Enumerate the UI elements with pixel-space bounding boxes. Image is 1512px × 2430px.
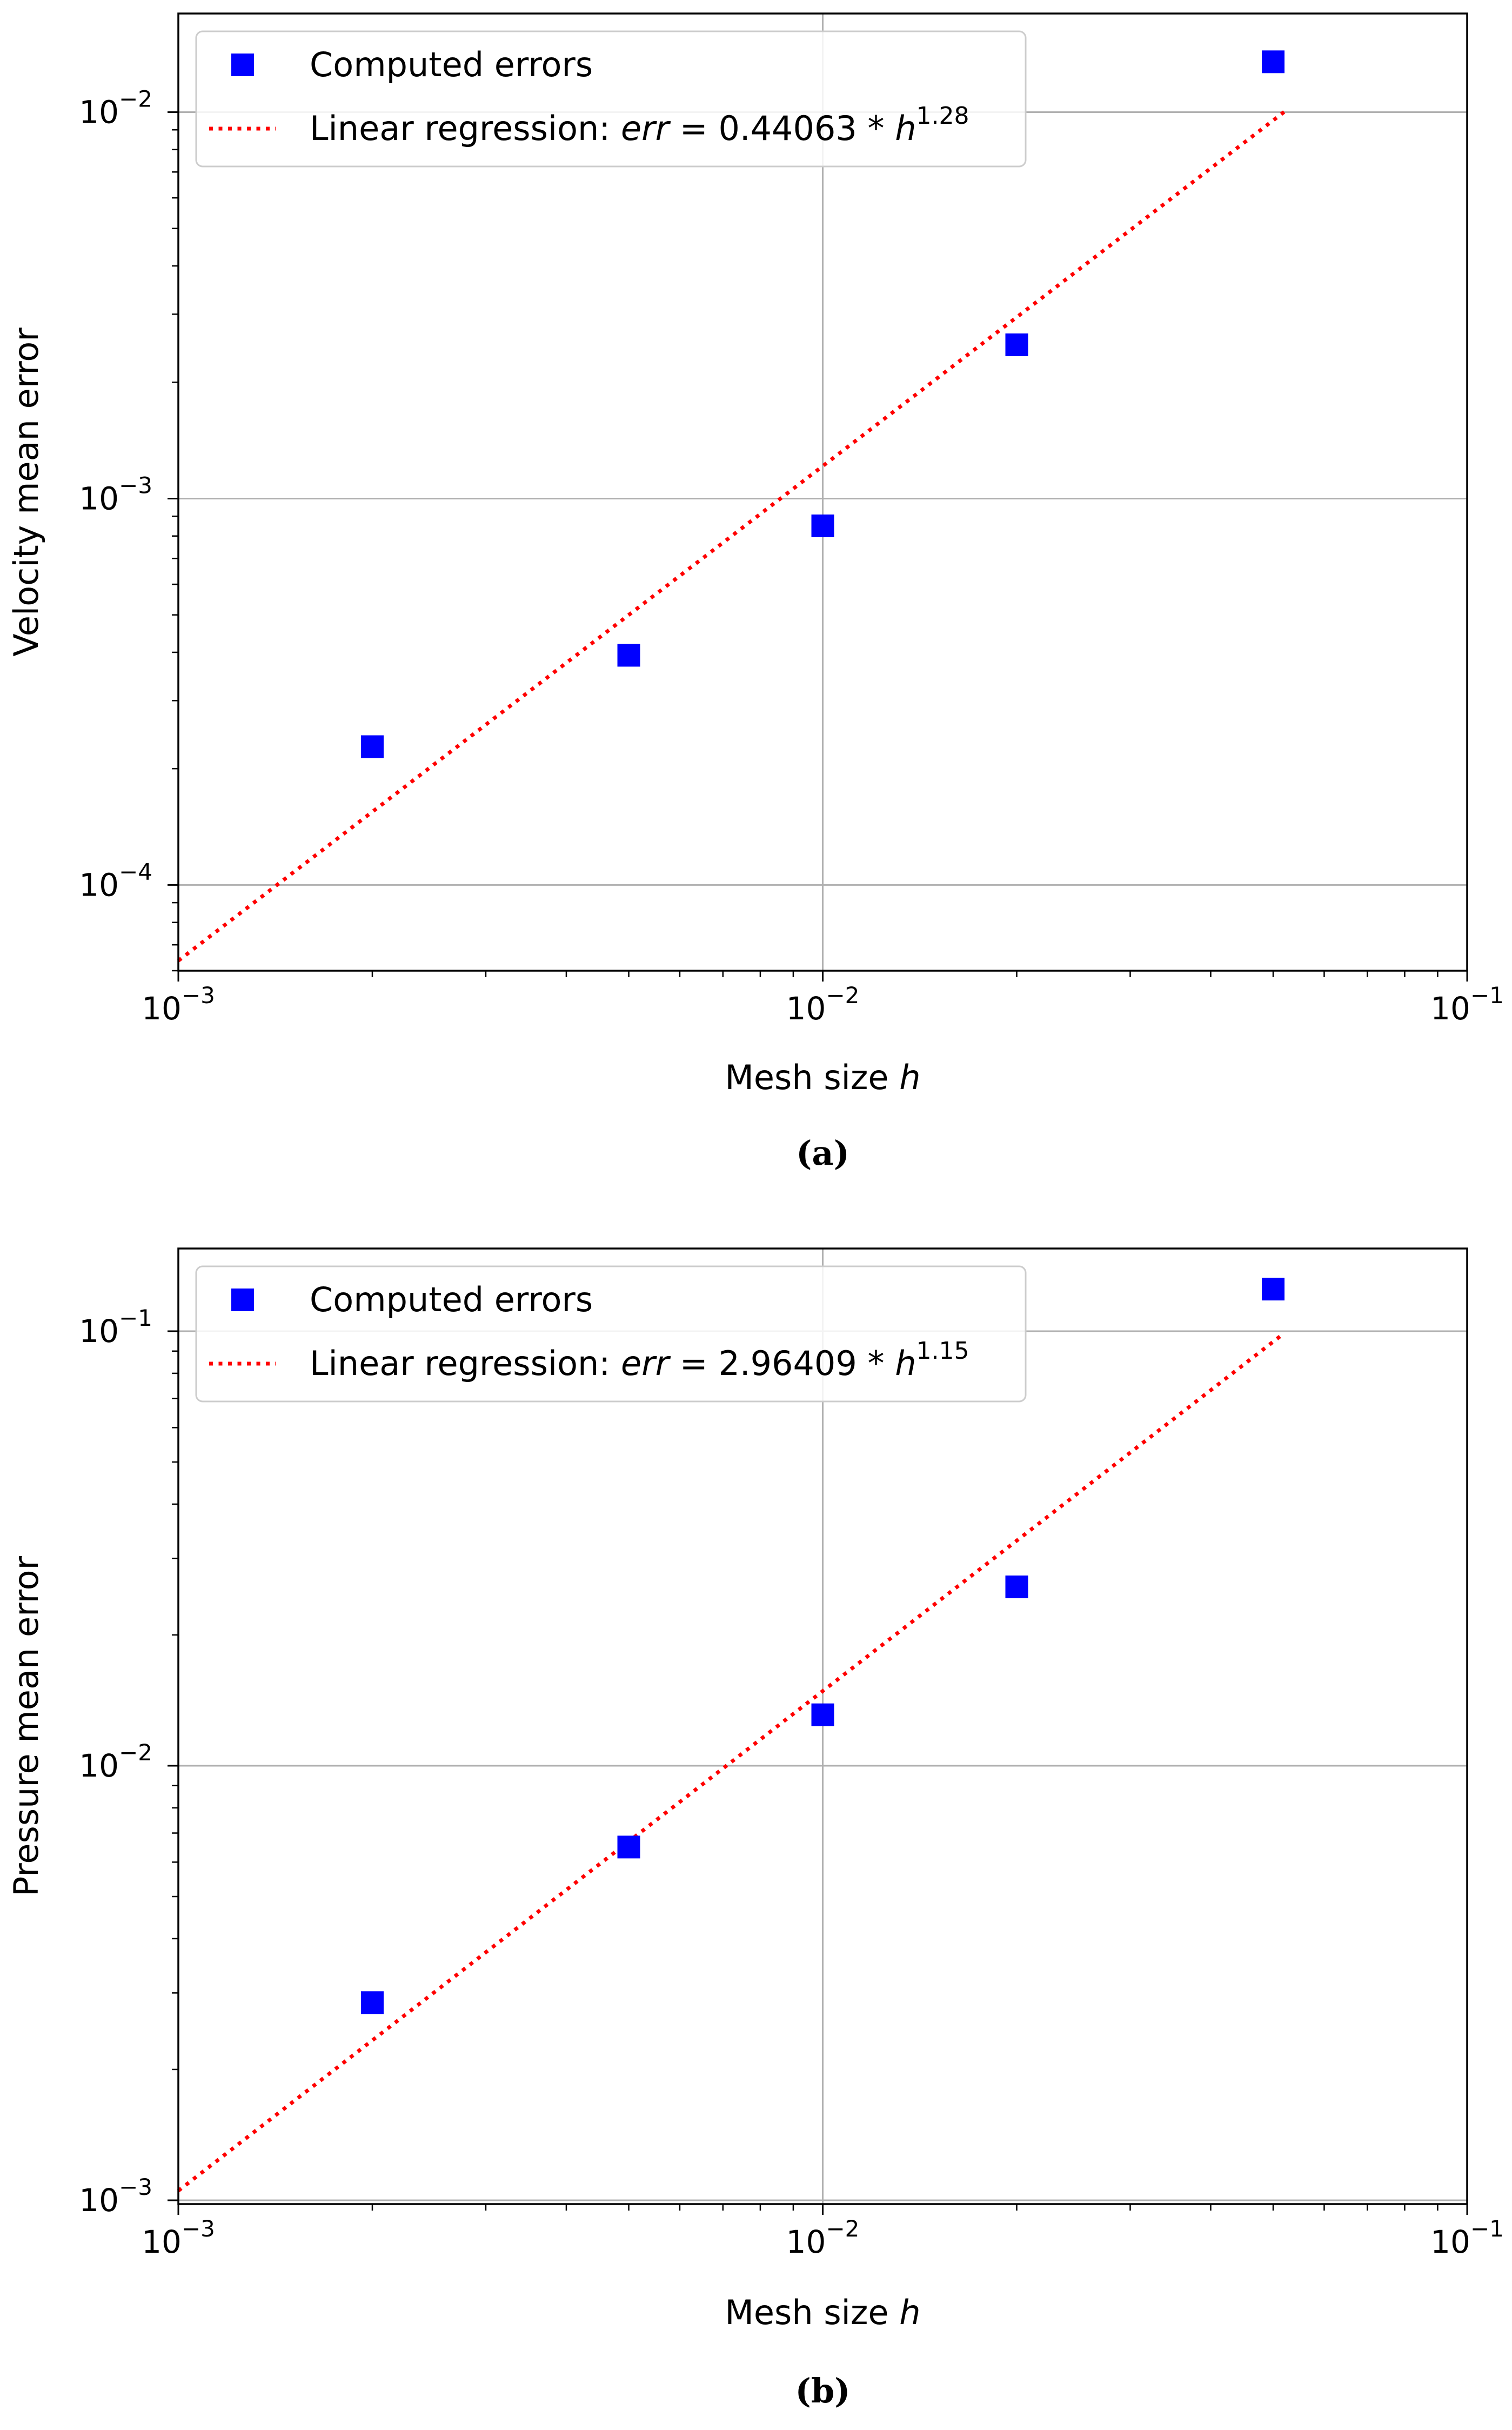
x-tick-label-base: 10 <box>142 990 182 1027</box>
data-point-marker <box>811 514 834 537</box>
x-axis-label-variable: h <box>899 1058 920 1097</box>
panel-caption: (a) <box>796 1133 849 1173</box>
y-tick-label: 10−2 <box>79 86 152 131</box>
y-tick-label-base: 10 <box>79 866 119 903</box>
data-point-marker <box>1005 1576 1028 1599</box>
legend: Computed errors Linear regression: err = … <box>195 1265 1027 1403</box>
y-tick-label-base: 10 <box>79 1313 119 1350</box>
x-tick-label-exponent: −3 <box>182 982 215 1009</box>
x-tick-label-base: 10 <box>1430 2224 1470 2260</box>
legend-label-regression: Linear regression: err = 2.96409 * h1.15 <box>310 1337 969 1383</box>
regression-line <box>177 1332 1286 2193</box>
x-tick-label-exponent: −2 <box>826 2215 859 2242</box>
x-tick-label: 10−1 <box>1430 982 1504 1027</box>
legend-regression-prefix: Linear regression: <box>310 109 621 148</box>
legend-label-computed-errors: Computed errors <box>310 1280 593 1319</box>
legend-regression-prefix: Linear regression: <box>310 1344 621 1383</box>
legend-label-regression: Linear regression: err = 0.44063 * h1.28 <box>310 102 969 148</box>
legend-regression-err: err <box>621 109 671 148</box>
x-tick-label: 10−2 <box>786 982 860 1027</box>
x-tick-label: 10−3 <box>142 982 215 1027</box>
legend-label-computed-errors: Computed errors <box>310 45 593 84</box>
data-point-marker <box>360 735 384 758</box>
x-tick-label-base: 10 <box>786 990 826 1027</box>
panel-caption: (b) <box>795 2371 850 2411</box>
chart-panel-b: 10−3 10−2 10−110−310−210−1 Computed errorsL… <box>6 1247 1504 2411</box>
x-tick-label-exponent: −3 <box>182 2215 215 2242</box>
data-point-marker <box>1262 1278 1285 1301</box>
y-tick-label: 10−1 <box>79 1305 152 1350</box>
x-tick-label-exponent: −1 <box>1470 982 1504 1009</box>
y-tick-label-exponent: −3 <box>119 2174 152 2200</box>
x-tick-label-exponent: −1 <box>1470 2215 1504 2242</box>
y-tick-label: 10−3 <box>79 472 152 517</box>
legend-regression-h: h <box>895 1344 916 1383</box>
legend: Computed errors Linear regression: err = … <box>195 30 1027 168</box>
legend-box <box>195 1265 1027 1403</box>
x-tick-label: 10−3 <box>142 2215 215 2260</box>
legend-regression-exponent: 1.28 <box>916 102 969 130</box>
legend-regression-equation: = 2.96409 * <box>669 1344 895 1383</box>
y-tick-label-base: 10 <box>79 1747 119 1784</box>
legend-regression-h: h <box>895 109 916 148</box>
y-tick-label-base: 10 <box>79 480 119 517</box>
y-tick-label: 10−3 <box>79 2174 152 2219</box>
data-point-marker <box>1005 333 1028 356</box>
x-axis-label: Mesh size h <box>725 1058 920 1097</box>
y-tick-label-exponent: −3 <box>119 472 152 498</box>
x-tick-label-base: 10 <box>142 2224 182 2260</box>
x-tick-label: 10−1 <box>1430 2215 1504 2260</box>
data-point-marker <box>1262 50 1285 74</box>
axes-frame <box>177 1247 1468 2205</box>
legend-regression-err: err <box>621 1344 671 1383</box>
x-tick-label-base: 10 <box>1430 990 1470 1027</box>
y-tick-label-base: 10 <box>79 94 119 131</box>
x-tick-label: 10−2 <box>786 2215 860 2260</box>
x-tick-label-base: 10 <box>786 2224 826 2260</box>
legend-box <box>195 30 1027 168</box>
y-axis-label: Velocity mean error <box>6 328 46 657</box>
legend-regression-exponent: 1.15 <box>916 1337 969 1365</box>
y-tick-label-exponent: −2 <box>119 1739 152 1766</box>
y-tick-label-base: 10 <box>79 2182 119 2219</box>
x-axis-label-text: Mesh size <box>725 1058 899 1097</box>
y-tick-label-exponent: −4 <box>119 858 152 885</box>
y-tick-label-exponent: −2 <box>119 86 152 112</box>
y-axis-label: Pressure mean error <box>6 1556 46 1897</box>
data-point-marker <box>617 644 640 667</box>
regression-line <box>177 110 1286 963</box>
data-point-marker <box>360 1991 384 2014</box>
legend-marker-swatch <box>231 54 254 76</box>
y-tick-label: 10−4 <box>79 858 152 903</box>
legend-regression-equation: = 0.44063 * <box>669 109 895 148</box>
data-point-marker <box>617 1835 640 1859</box>
legend-marker-swatch <box>231 1289 254 1311</box>
axes-frame <box>177 12 1468 972</box>
y-tick-label: 10−2 <box>79 1739 152 1784</box>
y-tick-label-exponent: −1 <box>119 1305 152 1331</box>
data-point-marker <box>811 1703 834 1726</box>
x-tick-label-exponent: −2 <box>826 982 859 1009</box>
x-axis-label-text: Mesh size <box>725 2293 899 2332</box>
x-axis-label-variable: h <box>899 2293 920 2332</box>
x-axis-label: Mesh size h <box>725 2293 920 2332</box>
